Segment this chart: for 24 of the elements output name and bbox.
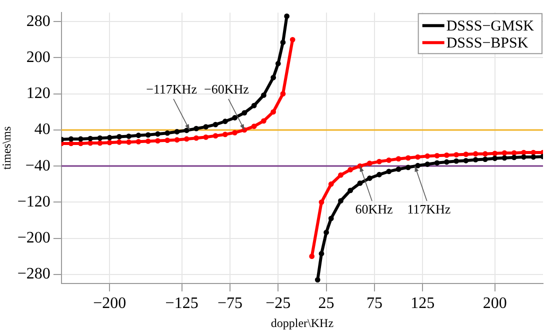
y-tick-label: 280	[26, 12, 50, 30]
x-tick-label: 75	[366, 295, 382, 312]
annotation: −60KHz	[204, 81, 250, 96]
legend-label: DSSS−GMSK	[446, 18, 534, 35]
x-tick-label: −25	[266, 295, 291, 312]
x-tick-label: 25	[318, 295, 334, 312]
y-tick-label: −200	[17, 229, 50, 246]
annotation: 117KHz	[407, 201, 451, 216]
x-tick-label: 200	[482, 295, 507, 312]
x-tick-label: −200	[93, 295, 126, 312]
annotation: 60KHz	[355, 201, 394, 216]
x-tick-label: 125	[410, 295, 435, 312]
y-tick-label: 120	[26, 85, 50, 102]
y-tick-label: 40	[34, 121, 50, 138]
x-tick-label: −125	[165, 295, 198, 312]
y-tick-label: 200	[26, 48, 50, 66]
y-tick-label: −280	[17, 266, 50, 283]
y-tick-label: −120	[17, 193, 50, 210]
x-axis-title: doppler\KHz	[270, 316, 334, 330]
annotation: −117KHz	[146, 81, 198, 96]
y-tick-label: −40	[25, 157, 50, 174]
legend-label: DSSS−BPSK	[446, 36, 528, 52]
x-tick-label: −75	[217, 295, 242, 312]
y-axis-title: times\ms	[0, 126, 14, 170]
